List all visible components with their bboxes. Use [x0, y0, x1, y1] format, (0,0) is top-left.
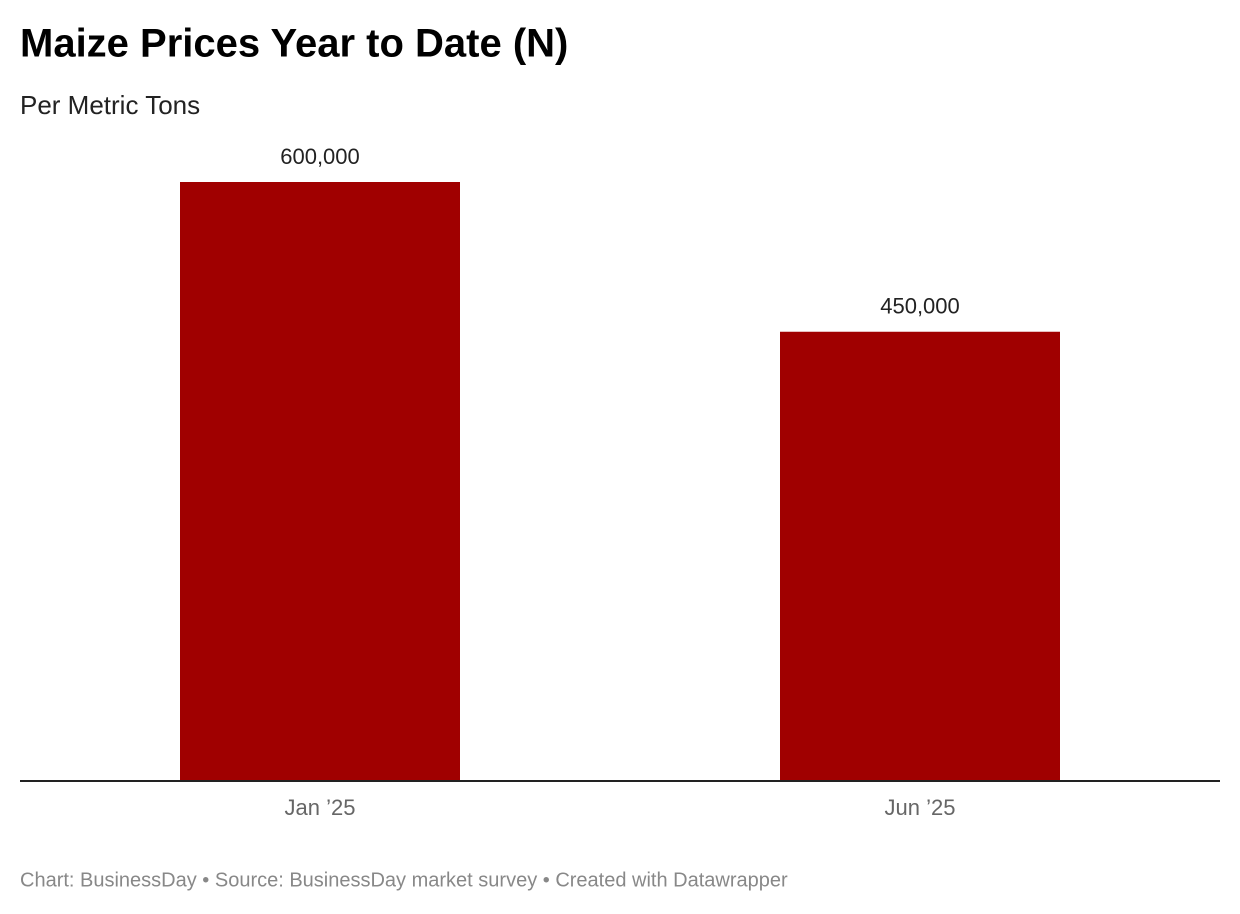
bar	[780, 331, 1060, 781]
chart-subtitle: Per Metric Tons	[20, 90, 200, 120]
chart-source: Chart: BusinessDay • Source: BusinessDay…	[20, 869, 788, 891]
x-tick-label: Jan ’25	[285, 795, 356, 820]
chart-title: Maize Prices Year to Date (N)	[20, 22, 568, 66]
value-label: 450,000	[880, 294, 960, 319]
x-tick-label: Jun ’25	[885, 795, 956, 820]
bar	[180, 182, 460, 781]
value-label: 600,000	[280, 144, 360, 169]
